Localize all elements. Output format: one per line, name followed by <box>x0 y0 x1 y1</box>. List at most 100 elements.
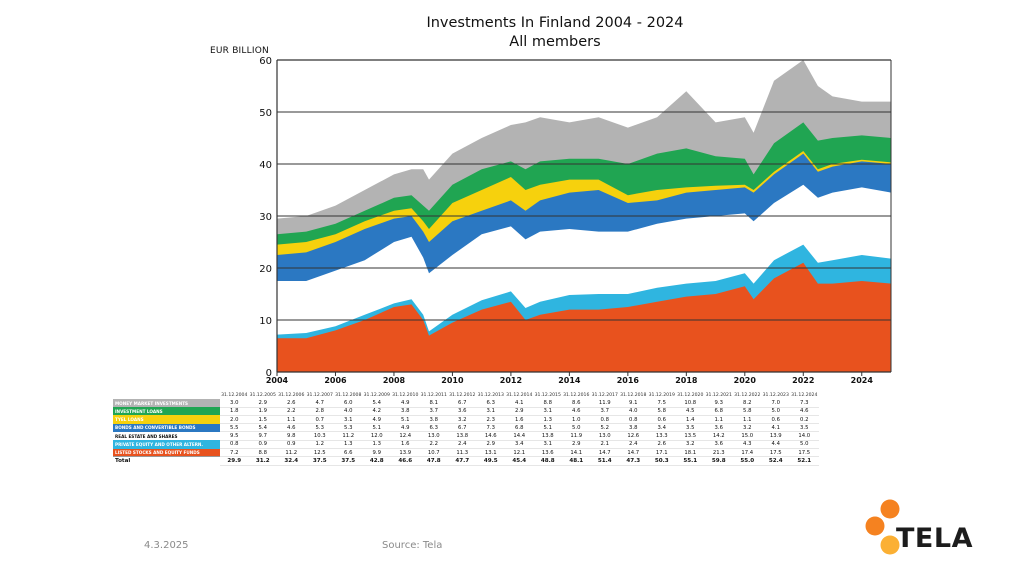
table-cell: 7.5 <box>647 399 676 408</box>
table-cell: 12.5 <box>305 448 334 458</box>
table-cell: 14.6 <box>476 431 505 441</box>
table-cell: 9.9 <box>362 448 391 458</box>
table-cell: 3.5 <box>790 423 819 433</box>
table-cell: 3.6 <box>448 407 477 416</box>
table-cell: 31.12.2006 <box>278 393 305 399</box>
table-cell: 12.1 <box>505 448 534 458</box>
table-cell: 0.6 <box>761 415 790 425</box>
table-cell: 14.2 <box>704 431 733 441</box>
table-cell: 2.9 <box>505 407 534 416</box>
table-cell: 4.2 <box>362 407 391 416</box>
table-cell: 32.4 <box>277 456 306 466</box>
table-cell: 31.12.2013 <box>477 393 504 399</box>
logo-text: TELA <box>896 523 973 554</box>
table-cell: 1.9 <box>248 407 277 416</box>
table-cell: 4.5 <box>676 407 705 416</box>
table-cell: 31.12.2012 <box>449 393 476 399</box>
table-cell: 37.5 <box>334 456 363 466</box>
stacked-area-chart: 0 10 20 30 40 50 60 2004 2006 2008 2010 2012 2014 201… <box>259 56 892 385</box>
table-cell: 2.6 <box>277 399 306 408</box>
table-cell: 1.1 <box>733 415 762 425</box>
table-cell: REAL ESTATE AND SHARES <box>113 431 220 441</box>
table-cell: 15.0 <box>733 431 762 441</box>
y-tick-label: 30 <box>259 212 272 223</box>
table-cell: 47.3 <box>619 456 648 466</box>
table-cell: 42.8 <box>362 456 391 466</box>
table-cell: 4.6 <box>790 407 819 416</box>
table-cell: 7.3 <box>790 399 819 408</box>
table-cell: 3.8 <box>391 407 420 416</box>
table-cell: 6.8 <box>505 423 534 433</box>
table-row: INVESTMENT LOANS 1.8 1.9 2.2 2.8 4.0 4.2 3.8 3.7… <box>113 407 819 416</box>
table-cell: 14.7 <box>590 448 619 458</box>
table-cell: 17.5 <box>790 448 819 458</box>
table-cell: 2.2 <box>419 440 448 450</box>
table-cell: 31.12.2008 <box>335 393 362 399</box>
table-cell: 8.8 <box>533 399 562 408</box>
table-header-row: 31.12.2004 31.12.2005 31.12.2006 31.12.2007… <box>113 392 819 399</box>
table-cell: 31.12.2022 <box>734 393 761 399</box>
table-cell: 2.0 <box>220 415 249 425</box>
table-cell: 8.6 <box>562 399 591 408</box>
table-cell: 9.5 <box>220 431 249 441</box>
table-cell: 4.1 <box>505 399 534 408</box>
table-cell: 2.9 <box>248 399 277 408</box>
table-cell: 5.0 <box>761 407 790 416</box>
table-cell: 31.12.2005 <box>249 393 276 399</box>
table-cell: 0.9 <box>248 440 277 450</box>
table-cell: 37.5 <box>305 456 334 466</box>
table-cell: 1.5 <box>248 415 277 425</box>
table-row: MONEY MARKET INVESTMENTS 3.0 2.9 2.6 4.7 6.0 5… <box>113 399 819 408</box>
table-cell: 14.0 <box>790 431 819 441</box>
table-cell: 2.1 <box>590 440 619 450</box>
table-cell: 11.3 <box>448 448 477 458</box>
table-cell: MONEY MARKET INVESTMENTS <box>113 399 220 408</box>
table-cell: 1.0 <box>562 415 591 425</box>
table-cell: 31.12.2015 <box>534 393 561 399</box>
tela-logo-icon <box>865 499 900 555</box>
table-cell: 2.3 <box>476 415 505 425</box>
table-cell: 3.7 <box>419 407 448 416</box>
table-cell: 5.1 <box>391 415 420 425</box>
table-cell: 5.0 <box>562 423 591 433</box>
table-cell: 45.4 <box>505 456 534 466</box>
table-cell: 9.8 <box>277 431 306 441</box>
x-tick-label: 2024 <box>851 376 874 385</box>
table-cell: 9.3 <box>704 399 733 408</box>
table-cell: 13.0 <box>590 431 619 441</box>
table-cell: 31.12.2016 <box>563 393 590 399</box>
table-cell: 4.1 <box>761 423 790 433</box>
table-cell: 0.9 <box>277 440 306 450</box>
table-cell: 4.6 <box>277 423 306 433</box>
table-cell: 31.12.2024 <box>791 393 818 399</box>
x-tick-label: 2014 <box>558 376 581 385</box>
table-cell: 31.12.2021 <box>705 393 732 399</box>
table-cell: 48.8 <box>533 456 562 466</box>
table-cell: 4.6 <box>562 407 591 416</box>
table-cell: 31.12.2007 <box>306 393 333 399</box>
table-cell: 46.6 <box>391 456 420 466</box>
table-cell: 31.12.2023 <box>762 393 789 399</box>
table-cell: 47.7 <box>448 456 477 466</box>
table-cell: 3.4 <box>647 423 676 433</box>
table-cell: 31.12.2010 <box>392 393 419 399</box>
table-cell: 0.2 <box>790 415 819 425</box>
table-cell: 51.4 <box>590 456 619 466</box>
table-cell: 0.7 <box>305 415 334 425</box>
y-tick-label: 50 <box>259 108 272 119</box>
table-cell: 5.5 <box>220 423 249 433</box>
table-cell: 59.8 <box>704 456 733 466</box>
table-cell: 4.9 <box>391 423 420 433</box>
table-cell: 5.3 <box>334 423 363 433</box>
table-cell: 0.8 <box>619 415 648 425</box>
table-cell: Total <box>113 456 220 466</box>
table-cell: 4.3 <box>733 440 762 450</box>
x-tick-label: 2018 <box>675 376 698 385</box>
table-cell: 6.0 <box>334 399 363 408</box>
table-cell: 31.12.2018 <box>620 393 647 399</box>
table-cell: 13.5 <box>676 431 705 441</box>
table-cell: 1.1 <box>277 415 306 425</box>
table-cell: 1.3 <box>362 440 391 450</box>
table-cell: 4.9 <box>362 415 391 425</box>
table-cell: 3.1 <box>476 407 505 416</box>
